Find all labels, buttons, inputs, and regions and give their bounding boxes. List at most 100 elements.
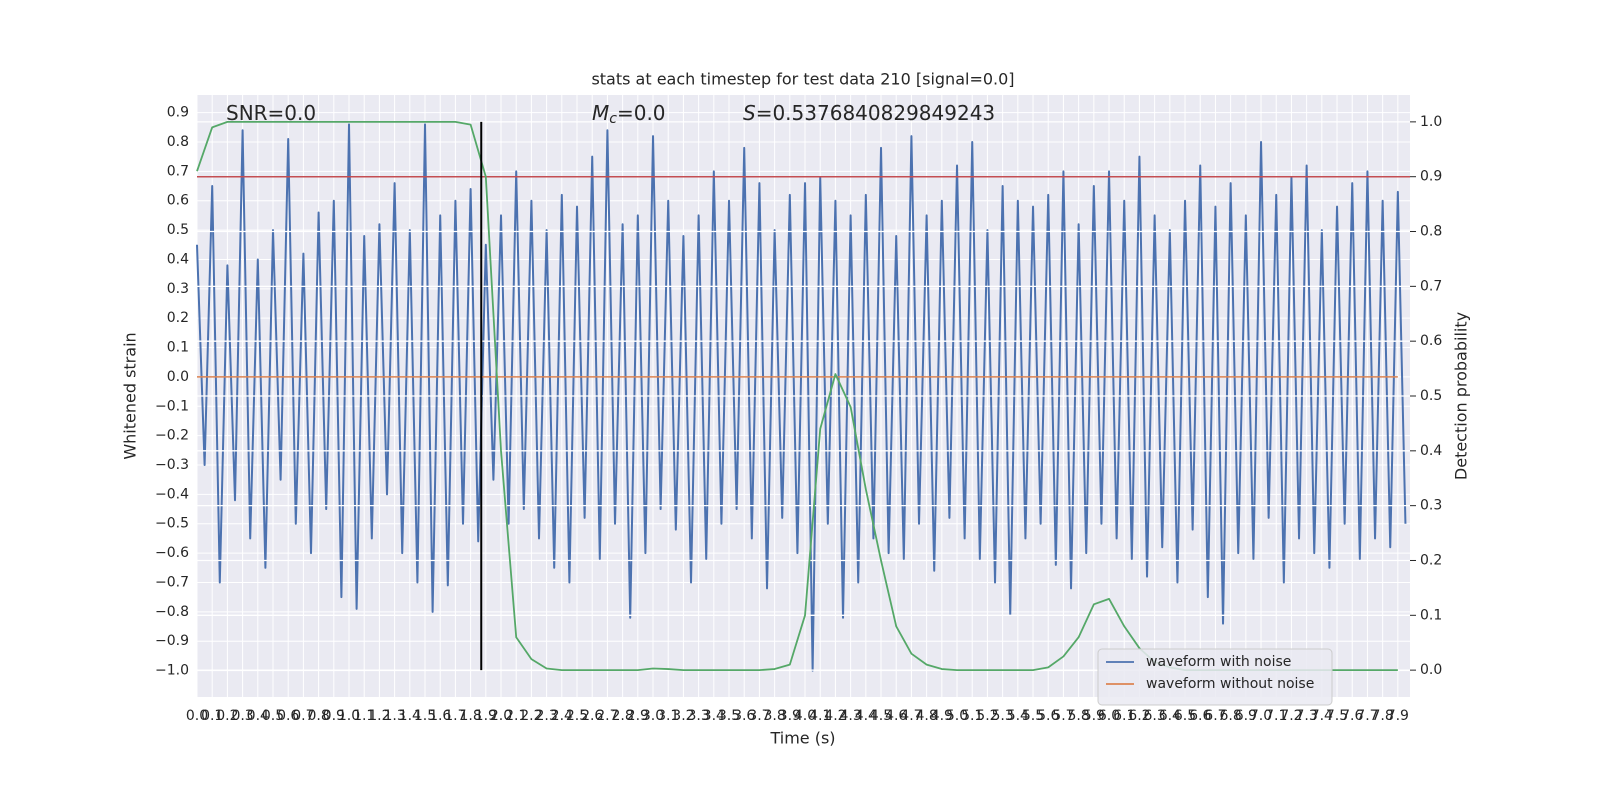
legend-box xyxy=(1097,648,1333,706)
y2-tick-label: 1.0 xyxy=(1420,114,1442,130)
y2-tick-label: 0.6 xyxy=(1420,333,1442,349)
chart-title: stats at each timestep for test data 210… xyxy=(591,70,1014,89)
x-tick-label: 6.6 xyxy=(1189,708,1211,724)
x-tick-label: 4.7 xyxy=(900,708,922,724)
x-tick-label: 0.4 xyxy=(247,708,269,724)
x-tick-label: 7.9 xyxy=(1387,708,1409,724)
y-tick-label: 0.8 xyxy=(167,134,189,150)
y-tick-label: −0.3 xyxy=(155,457,189,473)
x-tick-label: 0.7 xyxy=(292,708,314,724)
y-tick-label: −0.9 xyxy=(155,633,189,649)
annotation: Mc=0.0 xyxy=(592,101,666,128)
x-tick-label: 6.4 xyxy=(1159,708,1181,724)
y-tick-label: −0.1 xyxy=(155,398,189,414)
x-tick-label: 4.1 xyxy=(809,708,831,724)
x-tick-label: 4.0 xyxy=(794,708,816,724)
y-tick-label: 0.1 xyxy=(167,340,189,356)
x-tick-label: 3.2 xyxy=(672,708,694,724)
y2-tick-label: 0.2 xyxy=(1420,552,1442,568)
x-tick-label: 1.5 xyxy=(414,708,436,724)
x-tick-label: 2.0 xyxy=(490,708,512,724)
x-tick-label: 6.9 xyxy=(1235,708,1257,724)
x-tick-label: 5.2 xyxy=(976,708,998,724)
y-tick-label: 0.5 xyxy=(167,222,189,238)
x-tick-label: 1.7 xyxy=(444,708,466,724)
x-tick-label: 0.5 xyxy=(262,708,284,724)
x-tick-label: 6.2 xyxy=(1128,708,1150,724)
x-tick-label: 1.8 xyxy=(459,708,481,724)
y-axis-label: Whitened strain xyxy=(121,332,140,459)
y-tick-label: 0.3 xyxy=(167,281,189,297)
y-tick-label: −0.4 xyxy=(155,486,189,502)
y-tick-label: −0.2 xyxy=(155,428,189,444)
annotation-symbol: S xyxy=(743,101,756,125)
x-tick-label: 2.1 xyxy=(505,708,527,724)
y-tick-label: −0.8 xyxy=(155,604,189,620)
x-tick-label: 7.7 xyxy=(1356,708,1378,724)
y-tick-label: 0.9 xyxy=(167,105,189,121)
y2-tick-label: 0.4 xyxy=(1420,443,1442,459)
series-line xyxy=(196,123,1407,672)
x-tick-label: 7.2 xyxy=(1280,708,1302,724)
x-tick-label: 0.9 xyxy=(323,708,345,724)
x-tick-label: 5.9 xyxy=(1083,708,1105,724)
x-tick-label: 1.2 xyxy=(368,708,390,724)
y2-tick-label: 0.8 xyxy=(1420,224,1442,240)
y-tick-label: −0.5 xyxy=(155,516,189,532)
x-tick-label: 6.3 xyxy=(1143,708,1165,724)
x-tick-label: 4.9 xyxy=(931,708,953,724)
x-axis-label: Time (s) xyxy=(769,729,835,748)
x-tick-label: 3.0 xyxy=(642,708,664,724)
x-tick-label: 3.3 xyxy=(687,708,709,724)
x-tick-label: 1.4 xyxy=(399,708,421,724)
x-tick-label: 2.2 xyxy=(520,708,542,724)
y-tick-label: 0.6 xyxy=(167,193,189,209)
x-tick-label: 7.4 xyxy=(1311,708,1333,724)
y2-tick-label: 0.1 xyxy=(1420,607,1442,623)
x-tick-label: 5.0 xyxy=(946,708,968,724)
x-tick-label: 0.3 xyxy=(231,708,253,724)
x-tick-label: 0.2 xyxy=(216,708,238,724)
annotation-subscript: c xyxy=(609,111,617,127)
y-tick-label: 0.7 xyxy=(167,163,189,179)
x-tick-label: 7.8 xyxy=(1372,708,1394,724)
y-tick-label: 0.4 xyxy=(167,251,189,267)
x-tick-label: 2.5 xyxy=(566,708,588,724)
x-tick-label: 7.6 xyxy=(1341,708,1363,724)
x-tick-label: 2.6 xyxy=(581,708,603,724)
x-tick-label: 2.7 xyxy=(596,708,618,724)
legend-label: waveform without noise xyxy=(1146,676,1314,692)
x-tick-label: 5.1 xyxy=(961,708,983,724)
x-tick-label: 7.5 xyxy=(1326,708,1348,724)
annotation: S=0.5376840829849243 xyxy=(743,101,995,125)
x-tick-label: 0.8 xyxy=(307,708,329,724)
y-tick-label: −0.7 xyxy=(155,574,189,590)
x-tick-label: 5.6 xyxy=(1037,708,1059,724)
y2-tick-label: 0.0 xyxy=(1420,662,1442,678)
annotation: SNR=0.0 xyxy=(226,101,316,125)
x-tick-label: 5.3 xyxy=(991,708,1013,724)
annotation-text: =0.5376840829849243 xyxy=(756,101,995,125)
x-tick-label: 2.4 xyxy=(551,708,573,724)
x-tick-label: 4.8 xyxy=(915,708,937,724)
x-tick-label: 6.7 xyxy=(1204,708,1226,724)
x-tick-label: 3.4 xyxy=(703,708,725,724)
y-tick-label: 0.2 xyxy=(167,310,189,326)
x-tick-label: 3.9 xyxy=(779,708,801,724)
annotation-text: SNR=0.0 xyxy=(226,101,316,125)
x-tick-label: 4.6 xyxy=(885,708,907,724)
x-tick-label: 2.8 xyxy=(611,708,633,724)
y2-axis-label: Detection probability xyxy=(1452,312,1471,480)
y2-tick-label: 0.5 xyxy=(1420,388,1442,404)
x-tick-label: 4.4 xyxy=(855,708,877,724)
x-tick-label: 1.9 xyxy=(475,708,497,724)
y2-tick-label: 0.3 xyxy=(1420,498,1442,514)
x-tick-label: 7.3 xyxy=(1296,708,1318,724)
x-tick-label: 2.9 xyxy=(627,708,649,724)
x-tick-label: 5.5 xyxy=(1022,708,1044,724)
x-tick-label: 7.1 xyxy=(1265,708,1287,724)
x-tick-label: 0.0 xyxy=(186,708,208,724)
x-tick-label: 6.8 xyxy=(1220,708,1242,724)
y-tick-label: 0.0 xyxy=(167,369,189,385)
x-tick-label: 0.1 xyxy=(201,708,223,724)
